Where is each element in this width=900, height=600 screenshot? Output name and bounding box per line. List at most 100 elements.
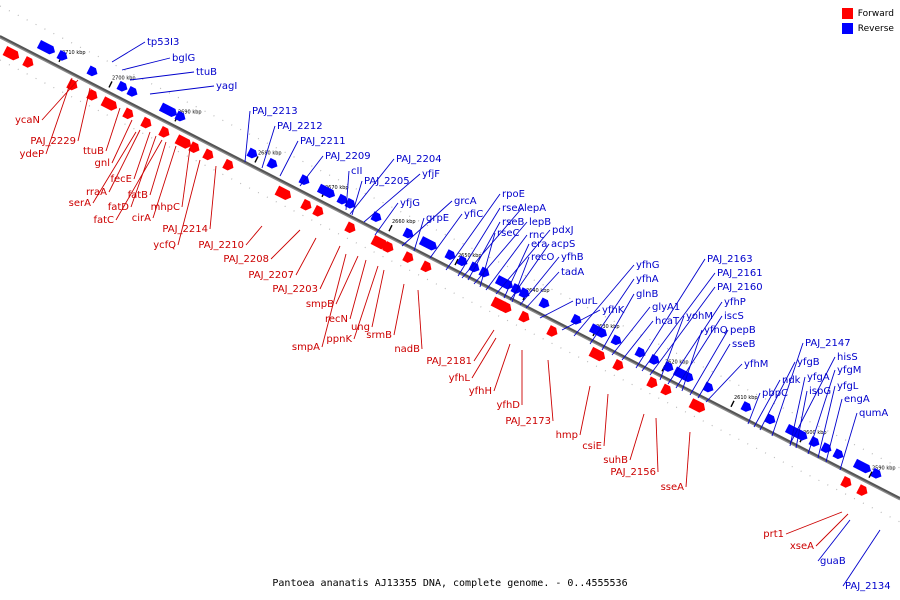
connector-line [839,412,858,471]
forward-gene-label: PAJ_2229 [30,136,76,147]
connector-line [335,255,359,305]
connector-line [485,234,528,291]
forward-gene [22,56,34,68]
reverse-gene [456,255,468,267]
forward-gene-body [402,251,414,263]
reverse-gene-label: yfgA [807,372,830,383]
tick-mark [730,400,735,408]
forward-gene [840,476,852,488]
tick-label: 2610 kbp [734,395,758,401]
reverse-gene-label: PAJ_2213 [252,106,298,117]
reverse-gene [610,334,622,346]
forward-gene-label: ttuB [83,146,104,157]
reverse-gene-body [36,40,56,55]
connector-line [245,225,263,246]
forward-gene-body [174,134,192,149]
connector-line [697,343,731,399]
forward-gene-label: fatB [128,190,149,201]
reverse-gene-body [174,110,186,122]
forward-gene-body [546,325,558,337]
reverse-gene-body [634,346,646,358]
reverse-gene [702,381,714,393]
forward-gene-body [312,205,324,217]
reverse-gene-label: recO [531,252,555,263]
connector-line [209,165,217,230]
connector-line [133,131,151,180]
connector-line [649,286,716,376]
connector-line [579,385,591,436]
reverse-gene-label: hcaT [655,316,680,327]
tick-label: 2640 kbp [526,288,550,294]
reverse-gene-body [662,361,674,372]
reverse-gene [444,249,456,260]
forward-gene [274,185,292,201]
reverse-gene [820,442,832,453]
connector-line [108,129,141,193]
connector-line [842,529,881,587]
forward-gene-label: xseA [790,541,814,552]
connector-line [503,243,530,299]
legend-reverse: Reverse [841,23,894,34]
reverse-gene-label: yfgM [837,365,861,376]
connector-line [635,258,706,369]
forward-gene-label: ung [351,322,370,333]
connector-line [771,342,804,437]
forward-gene-body [122,107,134,120]
forward-gene [86,89,98,101]
connector-line [401,200,453,247]
connector-line [611,306,651,356]
reverse-gene-body [116,80,128,92]
connector-line [445,193,501,271]
forward-gene-label: fatD [108,202,130,213]
forward-gene-label: PAJ_2173 [505,416,551,427]
connector-line [655,417,659,473]
forward-gene-body [2,46,20,61]
reverse-gene-label: yfhP [724,297,746,308]
reverse-gene [832,448,844,460]
forward-gene [140,116,152,129]
legend-reverse-label: Reverse [857,23,894,34]
forward-gene [188,141,200,154]
reverse-gene-label: pdxJ [552,225,574,236]
connector-line [705,363,743,403]
reverse-gene-label: tp53I3 [147,37,179,48]
tick-label: 2620 kbp [665,359,689,365]
connector-line [393,283,405,336]
connector-line [319,245,341,290]
reverse-gene-body [418,236,438,251]
reverse-gene-body [316,183,336,199]
forward-gene-body [22,56,34,68]
connector-line [629,413,645,461]
reverse-gene-label: ttuB [196,67,217,78]
forward-gene-label: PAJ_2203 [272,284,318,295]
forward-gene-body [856,484,868,496]
reverse-gene-body [370,211,382,222]
forward-gene [420,260,432,273]
reverse-gene-body [344,197,356,209]
connector-line [675,315,723,389]
reverse-gene-body [610,334,622,346]
forward-gene [300,198,312,211]
tick-label: 2670 kbp [325,185,349,191]
forward-gene [122,107,134,120]
forward-gene-label: ppnK [326,334,352,345]
forward-gene-body [370,234,388,250]
forward-gene [856,484,868,496]
reverse-gene-label: engA [844,394,870,405]
connector-line [753,379,781,428]
reverse-gene-label: bglG [172,53,195,64]
tick-mark [108,81,113,88]
connector-line [261,125,276,169]
connector-line [349,158,395,215]
connector-line [789,356,836,445]
forward-gene-label: hmp [556,430,578,441]
forward-gene-body [344,221,356,234]
reverse-gene-body [266,157,278,169]
forward-gene-label: fecE [111,174,133,185]
reverse-gene-label: sseB [732,339,756,350]
forward-gene-label: suhB [603,455,628,466]
forward-gene [344,221,356,234]
forward-gene [158,125,170,138]
reverse-gene-label: yfgB [797,357,820,368]
forward-gene-label: yfhD [497,400,521,411]
